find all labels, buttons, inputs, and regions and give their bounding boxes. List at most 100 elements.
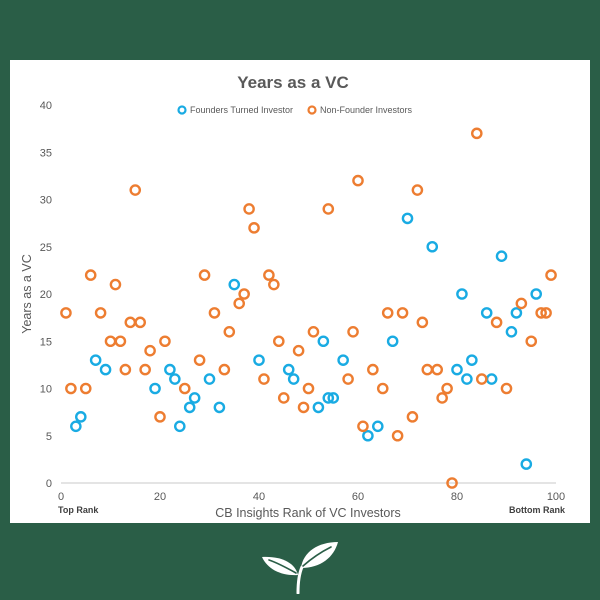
- founder-point: [287, 373, 300, 385]
- y-tick-label: 5: [46, 431, 52, 443]
- non-founder-point: [381, 307, 394, 319]
- non-founder-point: [347, 325, 359, 338]
- x-tick-label: 0: [58, 491, 64, 503]
- non-founder-point: [297, 401, 310, 414]
- non-founder-point: [272, 335, 285, 348]
- founder-point: [426, 240, 439, 253]
- non-founder-point: [441, 382, 453, 395]
- non-founder-point: [243, 203, 255, 215]
- founder-point: [164, 363, 176, 376]
- x-tick-label: 20: [154, 491, 166, 503]
- non-founder-point: [396, 307, 409, 319]
- founder-point: [282, 363, 295, 376]
- non-founder-point: [342, 373, 354, 385]
- founder-point: [451, 363, 463, 376]
- founder-point: [485, 373, 498, 385]
- non-founder-point: [525, 335, 538, 348]
- non-founder-point: [416, 316, 429, 329]
- founder-point: [322, 392, 335, 404]
- x-axis-ticks: 0 20 40 60 80 100: [58, 491, 565, 503]
- y-tick-label: 35: [40, 147, 52, 159]
- non-founder-point: [302, 382, 315, 395]
- founder-point: [480, 307, 493, 319]
- founder-point: [70, 420, 82, 433]
- non-founder-point: [114, 335, 127, 348]
- legend-label-non-founders: Non-Founder Investors: [320, 105, 413, 115]
- founder-point: [213, 401, 226, 414]
- x-axis-title: CB Insights Rank of VC Investors: [215, 506, 401, 520]
- founder-point: [253, 354, 265, 366]
- non-founder-point: [178, 382, 191, 395]
- non-founder-point: [84, 269, 97, 281]
- non-founder-point: [238, 288, 250, 300]
- non-founder-point: [60, 307, 72, 319]
- founder-point: [456, 288, 468, 300]
- non-founder-point: [109, 278, 122, 291]
- non-founder-point: [446, 477, 458, 489]
- founder-point: [505, 325, 518, 338]
- founder-point: [99, 363, 112, 376]
- founder-point: [337, 354, 349, 366]
- non-founder-point: [94, 307, 107, 319]
- non-founder-point: [65, 382, 77, 395]
- founder-point: [75, 411, 87, 423]
- non-founder-point: [79, 382, 92, 395]
- founder-point: [495, 250, 508, 262]
- y-tick-label: 10: [40, 384, 52, 396]
- founder-point: [386, 335, 399, 348]
- non-founder-point: [406, 411, 419, 423]
- non-founder-point: [421, 363, 434, 376]
- non-founder-point: [357, 420, 369, 433]
- x-axis-end-note: Bottom Rank: [509, 505, 566, 515]
- non-founder-point: [144, 344, 156, 357]
- non-founder-point: [500, 382, 513, 395]
- non-founder-point: [436, 392, 448, 404]
- founder-point: [327, 392, 340, 404]
- x-tick-label: 40: [253, 491, 265, 503]
- x-tick-label: 60: [352, 491, 364, 503]
- y-tick-label: 25: [40, 242, 52, 254]
- non-founder-point: [134, 316, 146, 329]
- non-founder-point: [535, 307, 547, 319]
- non-founder-point: [154, 411, 166, 423]
- non-founder-point: [248, 222, 260, 234]
- founder-point: [371, 420, 384, 433]
- non-founder-point: [119, 363, 132, 376]
- y-tick-label: 20: [40, 289, 52, 301]
- non-founder-point: [198, 269, 211, 281]
- non-founder-point: [431, 363, 444, 376]
- founder-point: [510, 307, 523, 319]
- series-non-founders: [60, 127, 557, 489]
- non-founder-point: [515, 297, 528, 310]
- founder-point: [317, 335, 330, 348]
- non-founder-point: [540, 307, 552, 319]
- non-founder-point: [322, 203, 335, 215]
- y-tick-label: 0: [46, 478, 52, 490]
- non-founder-point: [376, 382, 389, 395]
- chart-title: Years as a VC: [237, 73, 349, 92]
- non-founder-point: [470, 127, 483, 140]
- legend: Founders Turned Investor Non-Founder Inv…: [177, 105, 413, 115]
- legend-marker-non-founders: [307, 105, 317, 115]
- y-tick-label: 30: [40, 195, 52, 207]
- founder-point: [89, 354, 102, 366]
- sprout-logo-icon: [262, 542, 338, 594]
- founder-point: [461, 373, 473, 385]
- founder-point: [203, 373, 216, 385]
- non-founder-point: [208, 307, 221, 319]
- founder-point: [169, 373, 181, 385]
- non-founder-point: [263, 269, 275, 281]
- founder-point: [183, 401, 196, 414]
- data-points: [60, 127, 557, 489]
- y-tick-label: 40: [40, 100, 52, 112]
- founder-point: [188, 392, 201, 404]
- scatter-chart: Years as a VC Founders Turned Investor N…: [20, 73, 566, 520]
- non-founder-point: [258, 373, 270, 385]
- non-founder-point: [367, 363, 379, 376]
- founder-point: [149, 382, 161, 395]
- founder-point: [228, 278, 241, 291]
- founder-point: [312, 401, 325, 414]
- x-axis-start-note: Top Rank: [58, 505, 99, 515]
- non-founder-point: [352, 174, 364, 187]
- founder-point: [173, 420, 186, 433]
